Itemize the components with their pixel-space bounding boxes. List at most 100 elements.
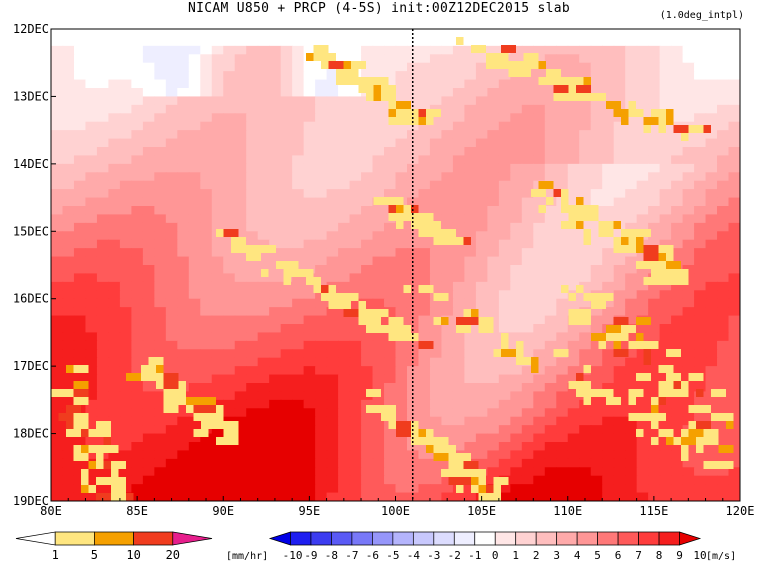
- u850-cell: [131, 147, 144, 157]
- u850-cell: [659, 172, 672, 182]
- u850-cell: [303, 374, 316, 384]
- u850-cell: [533, 147, 546, 157]
- u850-cell: [544, 88, 557, 98]
- u850-cell: [671, 155, 684, 165]
- u850-cell: [338, 332, 351, 342]
- u850-cell: [659, 408, 672, 418]
- u850-cell: [590, 88, 603, 98]
- u850-cell: [372, 155, 385, 165]
- u850-cell: [590, 374, 603, 384]
- u850-cell: [556, 113, 569, 123]
- u850-cell: [533, 130, 546, 140]
- u850-cell: [200, 214, 213, 224]
- u850-cell: [372, 442, 385, 452]
- u850-cell: [636, 458, 649, 468]
- u850-cell: [579, 45, 592, 55]
- u850-cell: [96, 147, 110, 157]
- u850-cell: [567, 324, 580, 334]
- precip-cell: [643, 277, 659, 285]
- precip-cell: [598, 389, 614, 397]
- u850-cell: [625, 349, 638, 359]
- u850-cell: [429, 391, 443, 401]
- u850-cell: [671, 442, 684, 452]
- u850-cell: [51, 467, 64, 477]
- u850-cell: [464, 180, 477, 190]
- y-tick-label: 12DEC: [13, 22, 49, 36]
- precip-cell: [696, 437, 704, 445]
- u850-cell: [51, 88, 64, 98]
- u850-cell: [234, 113, 247, 123]
- u850-cell: [349, 189, 362, 199]
- u850-cell: [165, 172, 178, 182]
- precip-cell: [576, 221, 584, 229]
- u850-cell: [372, 290, 385, 300]
- u850-cell: [51, 222, 64, 232]
- precip-cell: [583, 309, 591, 317]
- u850-cell: [395, 298, 408, 308]
- u850-cell: [429, 458, 443, 468]
- u850-cell: [211, 88, 224, 98]
- precip-cell: [538, 61, 546, 69]
- u850-cell: [533, 54, 546, 64]
- u850-cell: [108, 399, 121, 409]
- precip-cell: [531, 189, 546, 197]
- u850-cell: [636, 408, 649, 418]
- u850-cell: [338, 172, 351, 182]
- precip-cell: [568, 309, 584, 317]
- u850-cell: [429, 273, 443, 283]
- u850-cell: [728, 408, 740, 418]
- u850-cell: [361, 458, 374, 468]
- u850-cell: [211, 130, 224, 140]
- precip-cell: [546, 197, 554, 205]
- u850-cell: [590, 265, 603, 275]
- u850-cell: [613, 484, 626, 494]
- u850-cell: [671, 425, 684, 435]
- u850-cell: [556, 239, 569, 249]
- u850-cell: [728, 138, 740, 148]
- u850-colorbar-label: 1: [512, 549, 519, 561]
- u850-cell: [579, 37, 592, 47]
- precip-cell: [156, 381, 164, 389]
- u850-cell: [452, 121, 465, 131]
- u850-cell: [73, 37, 87, 47]
- u850-cell: [498, 366, 511, 376]
- precip-colorbar-segment: [133, 531, 174, 546]
- precip-cell: [283, 277, 291, 285]
- u850-cell: [338, 391, 351, 401]
- u850-cell: [315, 189, 328, 199]
- u850-cell: [602, 172, 615, 182]
- u850-cell: [372, 172, 385, 182]
- u850-cell: [211, 62, 224, 72]
- u850-cell: [487, 391, 500, 401]
- u850-cell: [671, 281, 684, 291]
- u850-cell: [452, 442, 465, 452]
- u850-cell: [280, 433, 293, 443]
- u850-cell: [728, 442, 740, 452]
- u850-cell: [636, 180, 649, 190]
- u850-cell: [556, 273, 569, 283]
- u850-cell: [200, 332, 213, 342]
- u850-cell: [51, 172, 64, 182]
- u850-cell: [119, 450, 132, 460]
- u850-cell: [625, 222, 638, 232]
- u850-cell: [452, 163, 465, 173]
- u850-cell: [717, 298, 730, 308]
- u850-cell: [372, 383, 385, 393]
- precip-cell: [553, 349, 569, 357]
- u850-cell: [234, 467, 247, 477]
- u850-cell: [62, 298, 75, 308]
- u850-cell: [269, 374, 282, 384]
- u850-cell: [418, 265, 431, 275]
- u850-cell: [85, 45, 98, 55]
- u850-cell: [717, 256, 730, 266]
- u850-cell: [108, 96, 121, 106]
- precip-cell: [223, 429, 239, 437]
- u850-cell: [602, 273, 615, 283]
- u850-cell: [602, 484, 615, 494]
- precip-cell: [568, 213, 584, 221]
- u850-cell: [521, 206, 534, 216]
- u850-cell: [303, 442, 316, 452]
- precip-cell: [681, 437, 696, 445]
- u850-cell: [85, 88, 98, 98]
- u850-cell: [452, 408, 465, 418]
